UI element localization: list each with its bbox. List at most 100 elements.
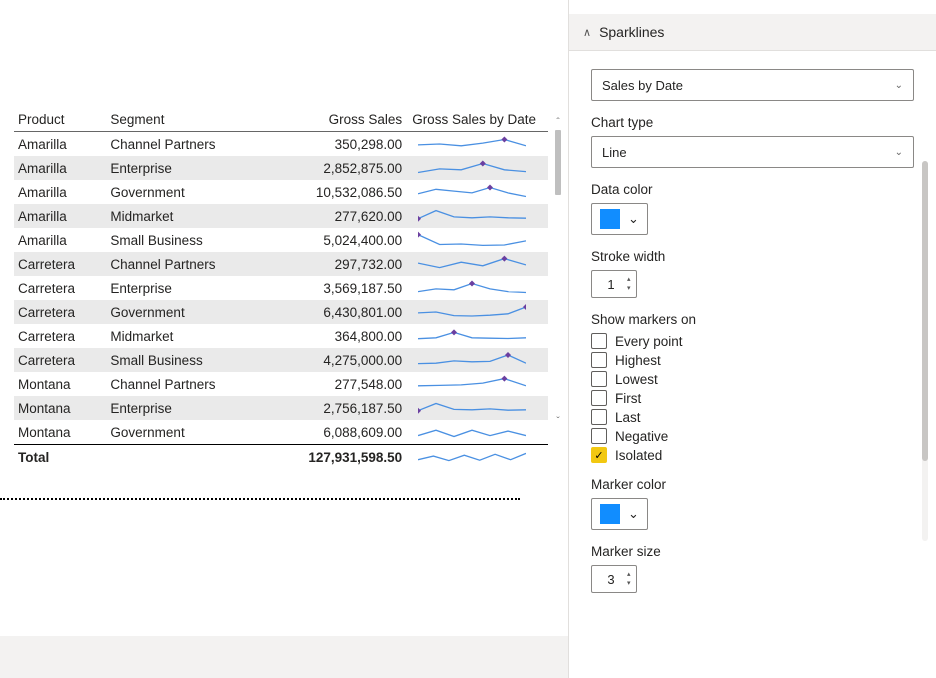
cell-segment: Small Business — [106, 228, 265, 252]
data-color-label: Data color — [591, 182, 914, 197]
table-row[interactable]: AmarillaMidmarket277,620.00 — [14, 204, 548, 228]
col-header-product[interactable]: Product — [14, 102, 106, 132]
checkbox-icon[interactable] — [591, 409, 607, 425]
cell-segment: Midmarket — [106, 324, 265, 348]
table-row[interactable]: MontanaEnterprise2,756,187.50 — [14, 396, 548, 420]
cell-gross-sales: 277,548.00 — [265, 372, 408, 396]
table-row[interactable]: AmarillaChannel Partners350,298.00 — [14, 132, 548, 157]
table-scrollbar[interactable]: ˆ ˇ — [554, 118, 562, 438]
step-down-icon[interactable]: ▾ — [624, 284, 634, 293]
cell-sparkline — [408, 348, 548, 372]
col-header-gross-sales[interactable]: Gross Sales — [265, 102, 408, 132]
checkbox-icon[interactable]: ✓ — [591, 447, 607, 463]
checkbox-icon[interactable] — [591, 333, 607, 349]
marker-option-label: Isolated — [615, 448, 662, 463]
cell-segment: Midmarket — [106, 204, 265, 228]
cell-segment: Channel Partners — [106, 252, 265, 276]
marker-option[interactable]: Last — [591, 409, 914, 425]
table-row[interactable]: MontanaGovernment6,088,609.00 — [14, 420, 548, 445]
marker-option-label: Every point — [615, 334, 683, 349]
show-markers-label: Show markers on — [591, 312, 914, 327]
cell-sparkline — [408, 396, 548, 420]
table-row[interactable]: AmarillaSmall Business5,024,400.00 — [14, 228, 548, 252]
marker-option[interactable]: Highest — [591, 352, 914, 368]
chevron-up-icon: ∧ — [583, 26, 591, 39]
col-header-gross-sales-by-date[interactable]: Gross Sales by Date — [408, 102, 548, 132]
cell-gross-sales: 350,298.00 — [265, 132, 408, 157]
cell-product: Carretera — [14, 324, 106, 348]
chevron-down-icon: ⌄ — [628, 506, 639, 522]
step-down-icon[interactable]: ▾ — [624, 579, 634, 588]
checkbox-icon[interactable] — [591, 428, 607, 444]
marker-option[interactable]: Every point — [591, 333, 914, 349]
cell-product: Montana — [14, 420, 106, 445]
checkbox-icon[interactable] — [591, 390, 607, 406]
cell-gross-sales: 6,088,609.00 — [265, 420, 408, 445]
marker-option-label: Last — [615, 410, 641, 425]
marker-option-label: First — [615, 391, 641, 406]
marker-option-label: Negative — [615, 429, 668, 444]
panel-scrollbar[interactable] — [922, 161, 928, 541]
chart-type-label: Chart type — [591, 115, 914, 130]
chevron-down-icon: ⌄ — [895, 147, 903, 158]
cell-sparkline — [408, 276, 548, 300]
cell-sparkline — [408, 132, 548, 157]
total-sparkline — [408, 445, 548, 470]
chart-type-select[interactable]: Line ⌄ — [591, 136, 914, 168]
total-label: Total — [14, 445, 106, 470]
chevron-down-icon: ⌄ — [628, 211, 639, 227]
cell-gross-sales: 297,732.00 — [265, 252, 408, 276]
checkbox-icon[interactable] — [591, 371, 607, 387]
sparklines-section-header[interactable]: ∧ Sparklines — [569, 14, 936, 51]
table-row[interactable]: MontanaChannel Partners277,548.00 — [14, 372, 548, 396]
table-row[interactable]: AmarillaGovernment10,532,086.50 — [14, 180, 548, 204]
cell-product: Amarilla — [14, 228, 106, 252]
cell-sparkline — [408, 324, 548, 348]
cell-product: Carretera — [14, 252, 106, 276]
cell-gross-sales: 10,532,086.50 — [265, 180, 408, 204]
cell-sparkline — [408, 180, 548, 204]
marker-option[interactable]: First — [591, 390, 914, 406]
cell-product: Montana — [14, 396, 106, 420]
chevron-down-icon: ⌄ — [895, 80, 903, 91]
marker-color-picker[interactable]: ⌄ — [591, 498, 648, 530]
cell-gross-sales: 364,800.00 — [265, 324, 408, 348]
cell-product: Amarilla — [14, 132, 106, 157]
cell-gross-sales: 3,569,187.50 — [265, 276, 408, 300]
section-title: Sparklines — [599, 24, 664, 40]
total-value: 127,931,598.50 — [265, 445, 408, 470]
cell-gross-sales: 4,275,000.00 — [265, 348, 408, 372]
marker-option[interactable]: ✓ Isolated — [591, 447, 914, 463]
checkbox-icon[interactable] — [591, 352, 607, 368]
cell-segment: Channel Partners — [106, 132, 265, 157]
table-row[interactable]: CarreteraChannel Partners297,732.00 — [14, 252, 548, 276]
step-up-icon[interactable]: ▴ — [624, 570, 634, 579]
cell-gross-sales: 2,852,875.00 — [265, 156, 408, 180]
table-row[interactable]: CarreteraGovernment6,430,801.00 — [14, 300, 548, 324]
cell-segment: Enterprise — [106, 276, 265, 300]
col-header-segment[interactable]: Segment — [106, 102, 265, 132]
cell-product: Montana — [14, 372, 106, 396]
marker-option[interactable]: Negative — [591, 428, 914, 444]
series-select[interactable]: Sales by Date ⌄ — [591, 69, 914, 101]
marker-color-label: Marker color — [591, 477, 914, 492]
stroke-width-input[interactable]: 1 ▴▾ — [591, 270, 637, 298]
table-row[interactable]: CarreteraSmall Business4,275,000.00 — [14, 348, 548, 372]
cell-sparkline — [408, 228, 548, 252]
marker-option-label: Highest — [615, 353, 661, 368]
table-row[interactable]: AmarillaEnterprise2,852,875.00 — [14, 156, 548, 180]
marker-size-label: Marker size — [591, 544, 914, 559]
cell-gross-sales: 5,024,400.00 — [265, 228, 408, 252]
stroke-width-label: Stroke width — [591, 249, 914, 264]
cell-product: Carretera — [14, 348, 106, 372]
cell-sparkline — [408, 204, 548, 228]
cell-sparkline — [408, 372, 548, 396]
table-row[interactable]: CarreteraEnterprise3,569,187.50 — [14, 276, 548, 300]
cell-product: Amarilla — [14, 180, 106, 204]
step-up-icon[interactable]: ▴ — [624, 275, 634, 284]
data-color-picker[interactable]: ⌄ — [591, 203, 648, 235]
marker-option[interactable]: Lowest — [591, 371, 914, 387]
cell-segment: Government — [106, 420, 265, 445]
table-row[interactable]: CarreteraMidmarket364,800.00 — [14, 324, 548, 348]
marker-size-input[interactable]: 3 ▴▾ — [591, 565, 637, 593]
